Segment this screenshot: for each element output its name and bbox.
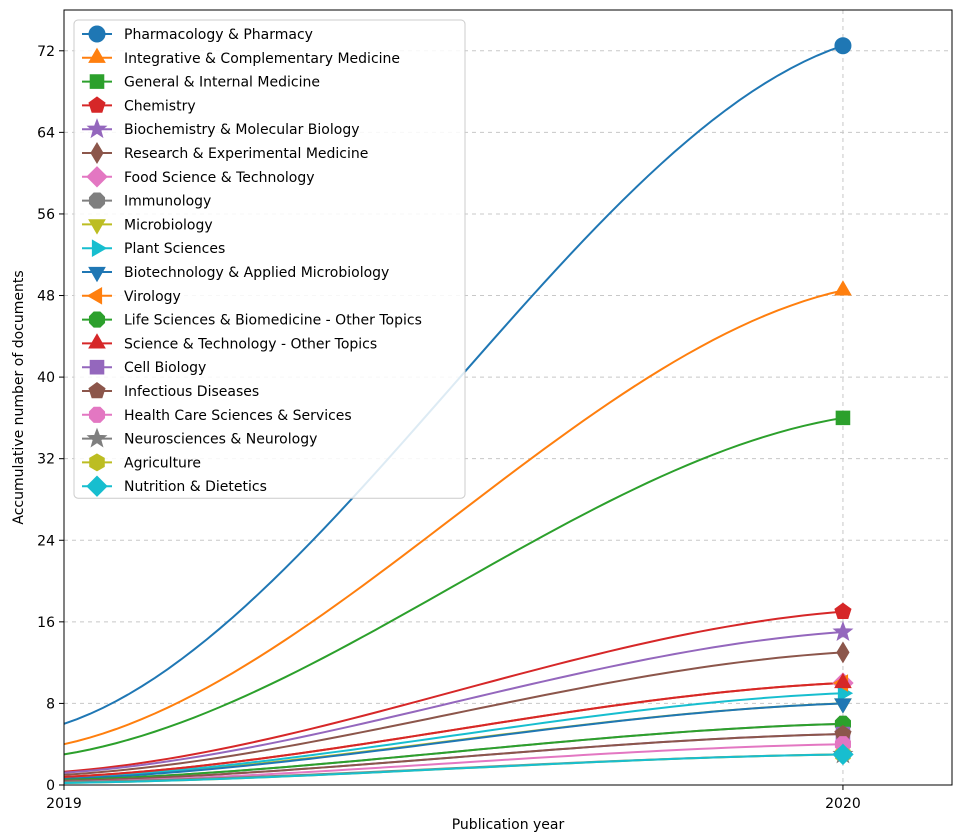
ticks: 0 8 16 24 32 40 48 56 64 72 2019 2020 (37, 44, 861, 812)
legend-marker (89, 453, 105, 472)
data-point-marker (832, 621, 854, 641)
legend-label: Microbiology (124, 217, 213, 233)
legend-marker (86, 166, 108, 188)
series-line (63, 651, 844, 776)
x-tick-label: 2019 (46, 796, 82, 812)
legend-marker (91, 239, 108, 258)
y-tick-label: 16 (37, 615, 55, 631)
legend-marker (88, 266, 106, 283)
legend-label: Cell Biology (124, 360, 206, 376)
legend-marker (89, 74, 105, 89)
series-line (63, 753, 843, 784)
legend-label: Virology (124, 289, 181, 305)
data-point-marker (836, 641, 850, 664)
series-line (63, 692, 843, 779)
legend-marker (88, 192, 106, 209)
legend-marker (86, 286, 103, 305)
series-line (63, 702, 843, 780)
y-axis-label: Accumulative number of documents (11, 270, 27, 524)
legend-label: Health Care Sciences & Services (124, 408, 352, 424)
legend-marker (86, 475, 108, 497)
legend-label: Biochemistry & Molecular Biology (124, 122, 360, 138)
data-point-marker (834, 280, 852, 296)
legend-marker (88, 47, 106, 63)
marker-layer (832, 37, 854, 766)
y-tick-label: 40 (37, 370, 55, 386)
data-point-marker (834, 602, 852, 619)
legend-label: Food Science & Technology (124, 170, 315, 186)
series-line (63, 743, 843, 783)
legend: Pharmacology & Pharmacy Integrative & Com… (73, 19, 466, 499)
legend-marker (88, 311, 106, 328)
legend-label: Infectious Diseases (124, 384, 259, 400)
y-tick-label: 48 (37, 289, 55, 305)
legend-label: Chemistry (124, 98, 196, 114)
series-line (63, 722, 843, 781)
x-axis-label: Publication year (452, 817, 565, 832)
y-tick-label: 64 (37, 125, 55, 141)
series-layer (63, 44, 844, 784)
legend-label: General & Internal Medicine (124, 75, 320, 91)
legend-marker (88, 25, 106, 43)
legend-label: Nutrition & Dietetics (124, 479, 267, 495)
legend-label: Research & Experimental Medicine (124, 146, 368, 162)
legend-marker (88, 333, 106, 349)
legend-label: Pharmacology & Pharmacy (124, 27, 313, 43)
series-line (63, 682, 843, 778)
data-point-marker (835, 410, 851, 426)
data-point-marker (834, 672, 852, 689)
legend-label: Plant Sciences (124, 241, 225, 257)
legend-label: Life Sciences & Biomedicine - Other Topi… (124, 313, 422, 329)
legend-label: Agriculture (124, 455, 201, 471)
legend-label: Science & Technology - Other Topics (124, 336, 377, 352)
legend-label: Neurosciences & Neurology (124, 432, 317, 448)
plot-frame (63, 9, 953, 786)
legend-box (73, 19, 466, 499)
legend-marker (90, 142, 104, 164)
y-tick-label: 24 (37, 533, 55, 549)
legend-label: Immunology (124, 194, 211, 210)
series-line (63, 631, 844, 774)
data-point-marker (834, 698, 852, 714)
series-line (63, 733, 843, 782)
y-tick-label: 8 (46, 696, 55, 712)
series-line (63, 416, 844, 756)
y-tick-label: 56 (37, 207, 55, 223)
legend-marker (88, 406, 106, 423)
y-tick-label: 32 (37, 452, 55, 468)
data-point-marker (834, 37, 852, 55)
y-tick-label: 72 (37, 44, 55, 60)
legend-label: Biotechnology & Applied Microbiology (124, 265, 389, 281)
legend-marker (86, 118, 108, 139)
series-line (63, 610, 844, 773)
legend-marker (86, 427, 108, 448)
legend-marker (88, 381, 106, 399)
series-line (63, 289, 844, 746)
x-tick-label: 2020 (825, 796, 861, 812)
legend-label: Integrative & Complementary Medicine (124, 51, 400, 67)
legend-marker (88, 96, 106, 113)
legend-marker (89, 359, 105, 375)
data-point-marker (832, 743, 854, 766)
legend-marker (88, 219, 106, 235)
y-tick-label: 0 (46, 778, 55, 794)
